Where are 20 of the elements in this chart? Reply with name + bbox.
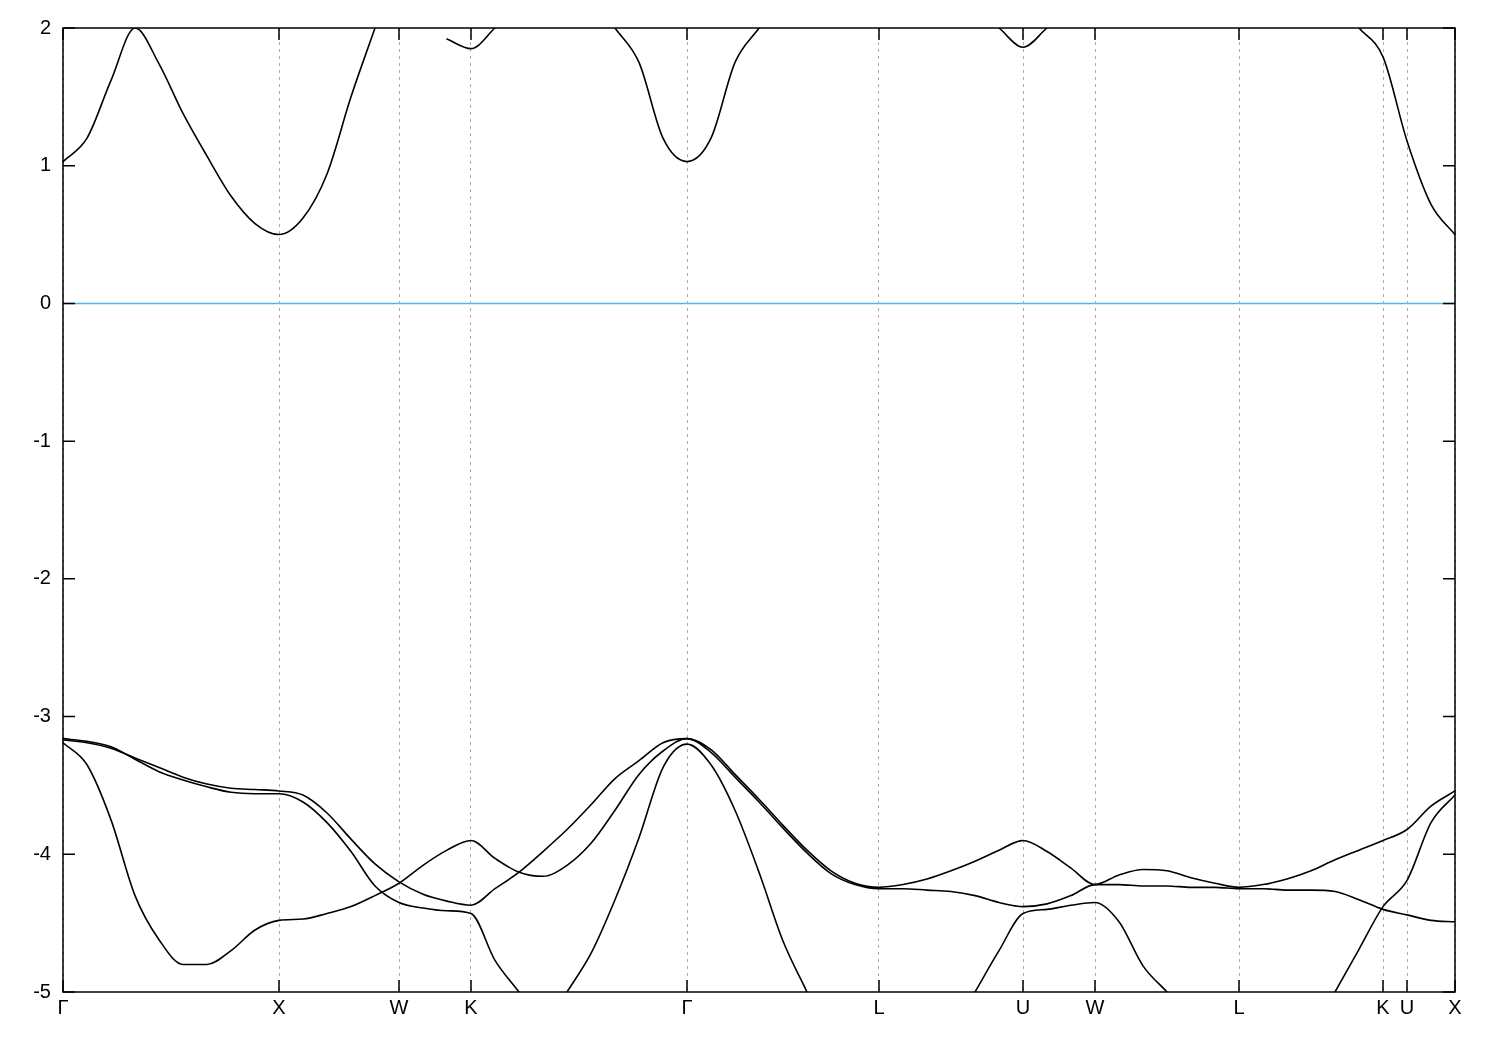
y-tick-label: 1 [39,153,51,176]
x-tick-label: X [1448,995,1462,1018]
x-tick-label: Γ [57,995,69,1018]
x-tick-label: L [1233,995,1245,1018]
x-tick-label: X [272,995,286,1018]
x-tick-label: W [1085,995,1105,1018]
x-tick-label: Γ [681,995,693,1018]
y-tick-label: -3 [33,704,51,727]
y-tick-label: 0 [39,290,51,313]
y-tick-label: -1 [33,428,51,451]
x-tick-label: W [389,995,409,1018]
x-tick-label: K [1376,995,1391,1018]
x-tick-label: K [464,995,479,1018]
x-tick-label: U [1015,995,1031,1018]
y-tick-label: -4 [33,841,51,864]
x-tick-label: L [873,995,885,1018]
y-tick-label: -2 [33,566,51,589]
x-tick-label: U [1399,995,1415,1018]
y-tick-label: 2 [39,15,51,38]
y-tick-label: -5 [33,979,51,1002]
